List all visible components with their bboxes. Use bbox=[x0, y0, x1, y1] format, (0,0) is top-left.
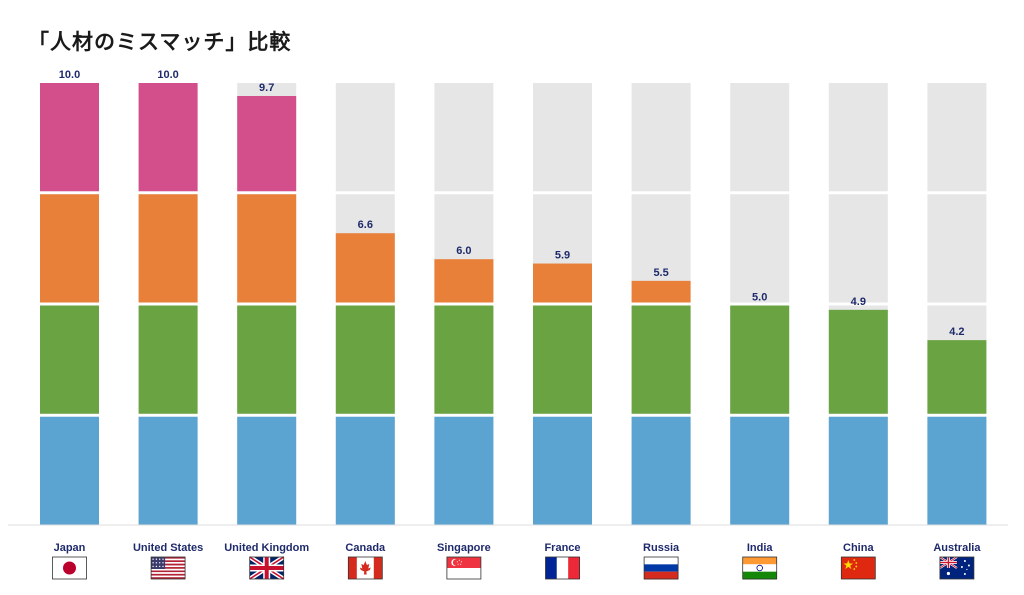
singapore-flag-icon bbox=[446, 556, 482, 580]
value-label: 4.9 bbox=[851, 296, 866, 308]
category-label-canada: Canada bbox=[345, 542, 386, 554]
bar-segment-band-2 bbox=[335, 305, 395, 414]
category-label-united-states: United States bbox=[133, 542, 203, 554]
bar-segment-band-2 bbox=[138, 305, 198, 414]
bar-china: 4.9 bbox=[828, 83, 888, 525]
bar-segment-band-1 bbox=[434, 416, 494, 525]
value-label: 10.0 bbox=[157, 69, 178, 81]
bar-segment-band-3 bbox=[533, 263, 592, 303]
bar-united-states: 10.0 bbox=[138, 69, 198, 525]
bar-segment-band-2 bbox=[434, 305, 494, 414]
value-label: 5.5 bbox=[653, 267, 668, 279]
category-label-australia: Australia bbox=[933, 542, 981, 554]
category-label-india: India bbox=[747, 542, 774, 554]
bar-russia: 5.5 bbox=[631, 83, 691, 525]
category-labels-layer: Japan United States United Kingdom Canada Si… bbox=[54, 542, 982, 554]
bar-segment-band-1 bbox=[138, 416, 198, 525]
value-label: 10.0 bbox=[59, 69, 80, 81]
bar-canada: 6.6 bbox=[335, 83, 395, 525]
uk-flag-icon bbox=[248, 555, 285, 581]
bar-australia: 4.2 bbox=[927, 83, 987, 525]
bar-background-segment bbox=[533, 83, 592, 192]
japan-flag-icon bbox=[52, 556, 87, 580]
bar-segment-band-1 bbox=[828, 416, 888, 525]
bar-background-segment bbox=[335, 83, 395, 192]
china-flag-icon bbox=[840, 556, 876, 580]
bar-segment-band-3 bbox=[138, 194, 198, 303]
value-label: 5.0 bbox=[752, 292, 767, 304]
chart-title: 「人材のミスマッチ」比較 bbox=[28, 30, 292, 54]
value-label: 6.6 bbox=[358, 219, 373, 231]
bar-segment-band-1 bbox=[631, 416, 691, 525]
bar-segment-band-2 bbox=[730, 305, 790, 414]
flags-layer bbox=[52, 555, 975, 581]
category-label-japan: Japan bbox=[54, 542, 86, 554]
bar-segment-band-2 bbox=[631, 305, 691, 414]
bar-segment-band-3 bbox=[237, 194, 297, 303]
bar-segment-band-1 bbox=[533, 416, 592, 525]
canada-flag-icon bbox=[347, 556, 383, 580]
bar-segment-band-3 bbox=[631, 280, 691, 303]
bar-segment-band-3 bbox=[434, 259, 494, 303]
bar-segment-band-3 bbox=[40, 194, 99, 303]
bars-layer: 10.0 10.0 9.7 6.6 6.0 5.9 5.5 5.0 4.9 4.2 bbox=[40, 69, 987, 525]
bar-segment-band-1 bbox=[40, 416, 99, 525]
bar-france: 5.9 bbox=[533, 83, 592, 525]
us-flag-icon bbox=[150, 556, 186, 580]
bar-background-segment bbox=[730, 194, 790, 303]
bar-background-segment bbox=[828, 83, 888, 192]
value-label: 6.0 bbox=[456, 245, 471, 257]
bar-background-segment bbox=[828, 194, 888, 303]
bar-background-segment bbox=[631, 83, 691, 192]
bar-japan: 10.0 bbox=[40, 69, 99, 525]
bar-segment-band-2 bbox=[828, 309, 888, 414]
france-flag-icon bbox=[545, 556, 580, 580]
bar-india: 5.0 bbox=[730, 83, 790, 525]
value-label: 4.2 bbox=[949, 326, 964, 338]
bar-segment-band-1 bbox=[335, 416, 395, 525]
bar-segment-band-2 bbox=[533, 305, 592, 414]
bar-segment-band-4 bbox=[138, 83, 198, 192]
bar-singapore: 6.0 bbox=[434, 83, 494, 525]
bar-segment-band-1 bbox=[730, 416, 790, 525]
bar-segment-band-1 bbox=[237, 416, 297, 525]
bar-segment-band-2 bbox=[927, 340, 987, 414]
category-label-united-kingdom: United Kingdom bbox=[224, 542, 309, 554]
category-label-singapore: Singapore bbox=[437, 542, 491, 554]
bar-background-segment bbox=[927, 194, 987, 303]
bar-background-segment bbox=[730, 83, 790, 192]
category-label-france: France bbox=[544, 542, 580, 554]
bar-segment-band-3 bbox=[335, 233, 395, 303]
category-label-china: China bbox=[843, 542, 874, 554]
bar-background-segment bbox=[927, 83, 987, 192]
india-flag-icon bbox=[742, 556, 778, 580]
russia-flag-icon bbox=[643, 556, 679, 580]
bar-united-kingdom: 9.7 bbox=[237, 82, 297, 525]
bar-segment-band-2 bbox=[40, 305, 99, 414]
bar-segment-band-2 bbox=[237, 305, 297, 414]
value-label: 5.9 bbox=[555, 250, 570, 262]
bar-segment-band-1 bbox=[927, 416, 987, 525]
bar-background-segment bbox=[434, 83, 494, 192]
category-label-russia: Russia bbox=[643, 542, 680, 554]
bar-segment-band-4 bbox=[237, 95, 297, 192]
bar-segment-band-4 bbox=[40, 83, 99, 192]
australia-flag-icon bbox=[939, 556, 975, 580]
value-label: 9.7 bbox=[259, 82, 274, 94]
